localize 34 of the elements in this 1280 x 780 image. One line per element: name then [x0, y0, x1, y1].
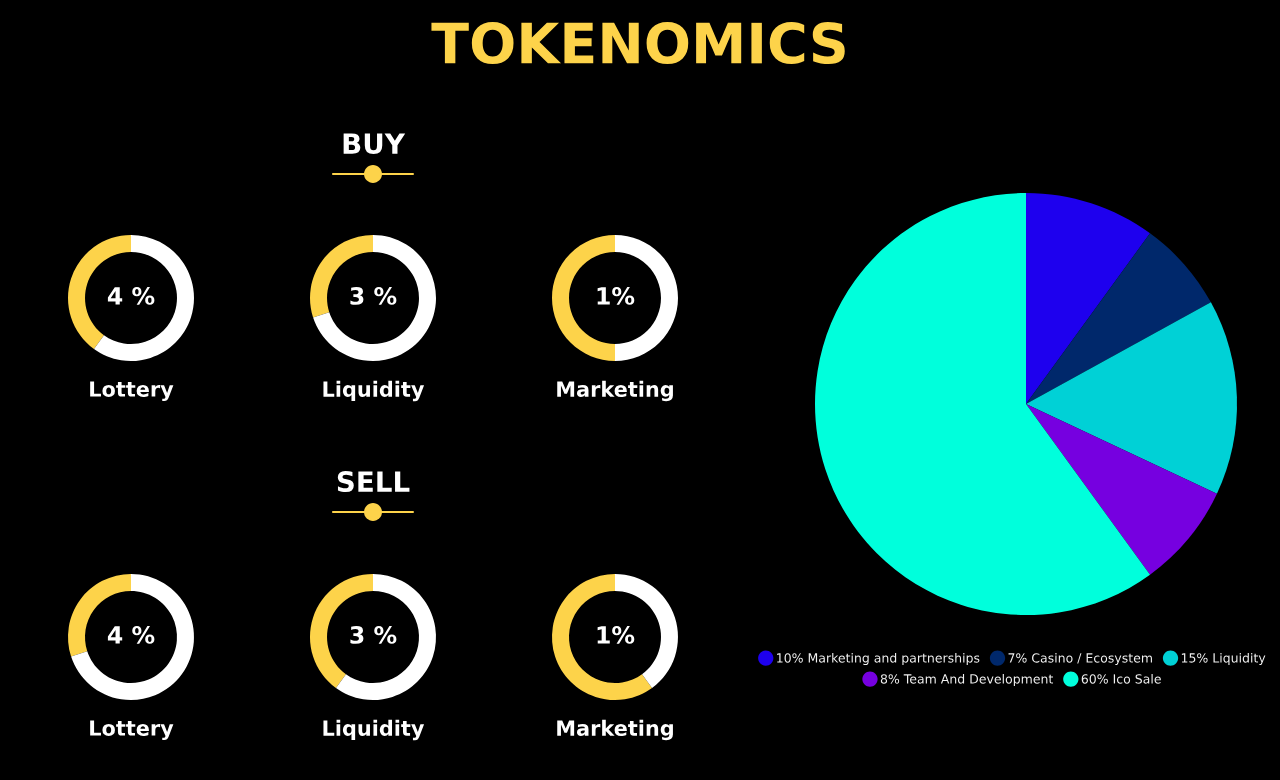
donut-slice: [71, 574, 194, 700]
donut-slice: [68, 574, 131, 657]
donut-slice: [552, 574, 653, 700]
legend-label: 15% Liquidity: [1181, 652, 1266, 666]
pie-slice: [1026, 302, 1237, 494]
legend-label: 8% Team And Development: [880, 673, 1054, 687]
pie-slice: [1026, 193, 1151, 404]
text: 4 %: [107, 625, 155, 644]
pie-slice: [1026, 233, 1211, 404]
text: Liquidity: [323, 719, 425, 741]
text: 3 %: [350, 625, 397, 644]
legend-label: 60% Ico Sale: [1081, 673, 1161, 684]
text: 3 %: [350, 286, 397, 305]
text: 4 %: [107, 286, 155, 305]
text: Lottery: [90, 381, 174, 402]
pie-slice: [1026, 404, 1217, 575]
legend-label: 10% Marketing and partnerships: [777, 652, 980, 666]
text: Liquidity: [323, 380, 425, 402]
donut-slice: [313, 235, 436, 361]
donut-slice: [68, 235, 131, 349]
donut-slice: [310, 574, 373, 688]
legend-label: 7% Casino / Ecosystem: [1008, 652, 1152, 666]
text: SELL: [337, 471, 410, 493]
text: 1%: [597, 286, 635, 305]
donut-slice: [310, 235, 373, 318]
donut-slice: [93, 235, 194, 361]
text: Marketing: [557, 380, 673, 402]
text: TOKENOMICS: [431, 22, 845, 65]
text: BUY: [343, 133, 406, 155]
pie-slice: [815, 193, 1151, 615]
text: 1%: [597, 625, 635, 644]
text: Marketing: [557, 719, 673, 741]
donut-slice: [335, 574, 436, 700]
text: Lottery: [90, 720, 174, 741]
